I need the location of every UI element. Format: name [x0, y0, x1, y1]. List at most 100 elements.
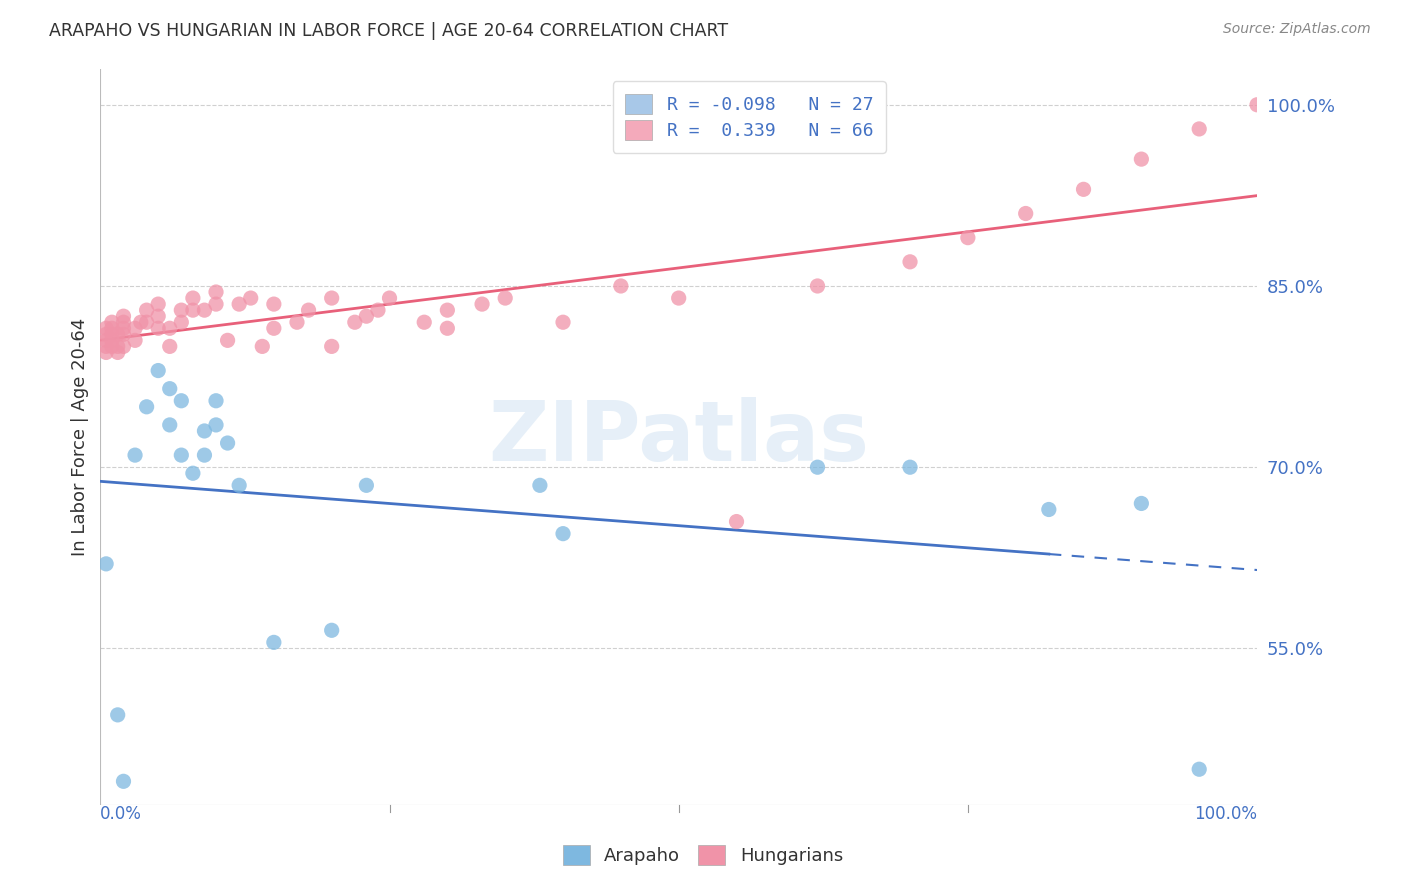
Point: [129, 315, 152, 329]
Point: [135, 400, 157, 414]
Point: [1073, 182, 1095, 196]
Point: [148, 309, 170, 323]
Point: [112, 309, 135, 323]
Point: [285, 315, 308, 329]
Point: [135, 315, 157, 329]
Point: [378, 291, 401, 305]
Point: [529, 478, 551, 492]
Point: [181, 291, 204, 305]
Point: [217, 334, 239, 348]
Point: [107, 345, 129, 359]
Text: Source: ZipAtlas.com: Source: ZipAtlas.com: [1223, 22, 1371, 37]
Point: [112, 339, 135, 353]
Point: [94, 345, 117, 359]
Point: [112, 774, 135, 789]
Point: [112, 321, 135, 335]
Point: [1130, 496, 1153, 510]
Point: [239, 291, 262, 305]
Point: [806, 460, 828, 475]
Point: [263, 321, 285, 335]
Point: [321, 624, 343, 638]
Point: [124, 321, 146, 335]
Point: [94, 327, 117, 342]
Point: [217, 436, 239, 450]
Text: 100.0%: 100.0%: [1194, 805, 1257, 823]
Point: [1188, 122, 1211, 136]
Point: [343, 315, 366, 329]
Text: ZIPatlas: ZIPatlas: [488, 397, 869, 477]
Point: [356, 309, 378, 323]
Point: [205, 285, 228, 299]
Point: [148, 363, 170, 377]
Point: [356, 478, 378, 492]
Point: [112, 315, 135, 329]
Point: [551, 315, 574, 329]
Point: [101, 339, 124, 353]
Text: ARAPAHO VS HUNGARIAN IN LABOR FORCE | AGE 20-64 CORRELATION CHART: ARAPAHO VS HUNGARIAN IN LABOR FORCE | AG…: [49, 22, 728, 40]
Point: [170, 303, 193, 318]
Point: [101, 327, 124, 342]
Point: [321, 339, 343, 353]
Point: [228, 297, 250, 311]
Point: [725, 515, 748, 529]
Point: [148, 297, 170, 311]
Point: [228, 478, 250, 492]
Point: [263, 635, 285, 649]
Point: [898, 255, 921, 269]
Point: [1246, 97, 1268, 112]
Point: [148, 321, 170, 335]
Point: [159, 321, 181, 335]
Point: [94, 339, 117, 353]
Point: [159, 417, 181, 432]
Point: [1015, 206, 1038, 220]
Point: [263, 297, 285, 311]
Point: [321, 291, 343, 305]
Y-axis label: In Labor Force | Age 20-64: In Labor Force | Age 20-64: [72, 318, 89, 556]
Point: [610, 279, 633, 293]
Point: [101, 334, 124, 348]
Point: [806, 279, 828, 293]
Point: [1130, 152, 1153, 166]
Point: [94, 321, 117, 335]
Point: [170, 393, 193, 408]
Point: [551, 526, 574, 541]
Point: [94, 557, 117, 571]
Point: [494, 291, 516, 305]
Point: [112, 327, 135, 342]
Point: [205, 393, 228, 408]
Point: [159, 382, 181, 396]
Point: [436, 321, 458, 335]
Point: [107, 707, 129, 722]
Point: [205, 297, 228, 311]
Point: [159, 339, 181, 353]
Point: [181, 303, 204, 318]
Point: [124, 334, 146, 348]
Point: [101, 321, 124, 335]
Point: [367, 303, 389, 318]
Point: [94, 334, 117, 348]
Point: [193, 448, 215, 462]
Point: [668, 291, 690, 305]
Point: [107, 327, 129, 342]
Text: 0.0%: 0.0%: [100, 805, 142, 823]
Point: [101, 315, 124, 329]
Legend: Arapaho, Hungarians: Arapaho, Hungarians: [554, 836, 852, 874]
Point: [297, 303, 319, 318]
Point: [413, 315, 436, 329]
Point: [124, 448, 146, 462]
Point: [107, 339, 129, 353]
Point: [170, 315, 193, 329]
Point: [170, 448, 193, 462]
Point: [205, 417, 228, 432]
Point: [898, 460, 921, 475]
Point: [1038, 502, 1060, 516]
Point: [471, 297, 494, 311]
Point: [193, 303, 215, 318]
Point: [1188, 762, 1211, 776]
Point: [193, 424, 215, 438]
Point: [181, 467, 204, 481]
Point: [135, 303, 157, 318]
Point: [956, 230, 979, 244]
Point: [252, 339, 274, 353]
Point: [436, 303, 458, 318]
